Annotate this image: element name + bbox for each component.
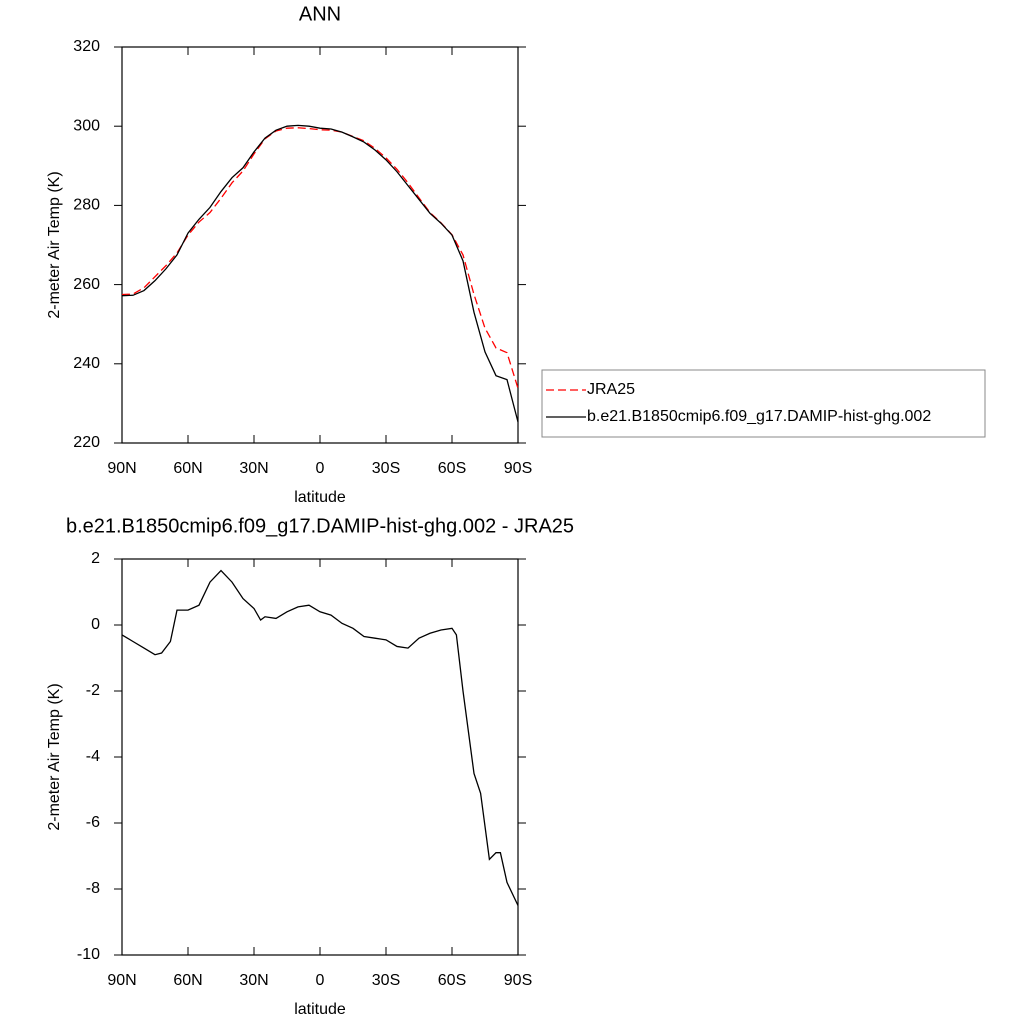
y-tick-label: 320 xyxy=(73,38,100,55)
y-tick-label: -2 xyxy=(86,682,100,699)
data-line xyxy=(121,569,519,906)
y-tick-label: 280 xyxy=(73,197,100,214)
x-axis-label: latitude xyxy=(294,1001,346,1018)
x-tick-label: 30S xyxy=(372,972,400,989)
y-tick-label: 0 xyxy=(91,616,100,633)
x-tick-label: 90S xyxy=(504,460,532,477)
x-tick-label: 60N xyxy=(173,460,202,477)
y-tick-label: 260 xyxy=(73,276,100,293)
data-line xyxy=(121,127,519,389)
y-tick-label: -8 xyxy=(86,880,100,897)
chart-title: ANN xyxy=(299,3,341,25)
x-tick-label: 0 xyxy=(316,460,325,477)
y-axis-label: 2-meter Air Temp (K) xyxy=(46,171,63,318)
x-tick-label: 60S xyxy=(438,972,466,989)
y-tick-label: 300 xyxy=(73,117,100,134)
legend-label: b.e21.B1850cmip6.f09_g17.DAMIP-hist-ghg.… xyxy=(587,408,931,425)
plot-frame xyxy=(121,558,519,956)
y-tick-label: 240 xyxy=(73,355,100,372)
y-tick-label: -4 xyxy=(86,748,100,765)
x-tick-label: 0 xyxy=(316,972,325,989)
y-tick-label: -6 xyxy=(86,814,100,831)
x-tick-label: 30S xyxy=(372,460,400,477)
legend-label: JRA25 xyxy=(587,381,635,398)
x-axis-label: latitude xyxy=(294,489,346,506)
x-tick-label: 60S xyxy=(438,460,466,477)
legend-box xyxy=(541,369,986,438)
chart-title: b.e21.B1850cmip6.f09_g17.DAMIP-hist-ghg.… xyxy=(66,515,574,537)
y-tick-label: 2 xyxy=(91,550,100,567)
x-tick-label: 90N xyxy=(107,972,136,989)
y-axis-label: 2-meter Air Temp (K) xyxy=(46,683,63,830)
data-line xyxy=(121,124,519,423)
y-tick-label: 220 xyxy=(73,434,100,451)
x-tick-label: 90N xyxy=(107,460,136,477)
x-tick-label: 60N xyxy=(173,972,202,989)
y-tick-label: -10 xyxy=(77,946,100,963)
x-tick-label: 30N xyxy=(239,460,268,477)
x-tick-label: 30N xyxy=(239,972,268,989)
plot-frame xyxy=(121,46,519,444)
x-tick-label: 90S xyxy=(504,972,532,989)
